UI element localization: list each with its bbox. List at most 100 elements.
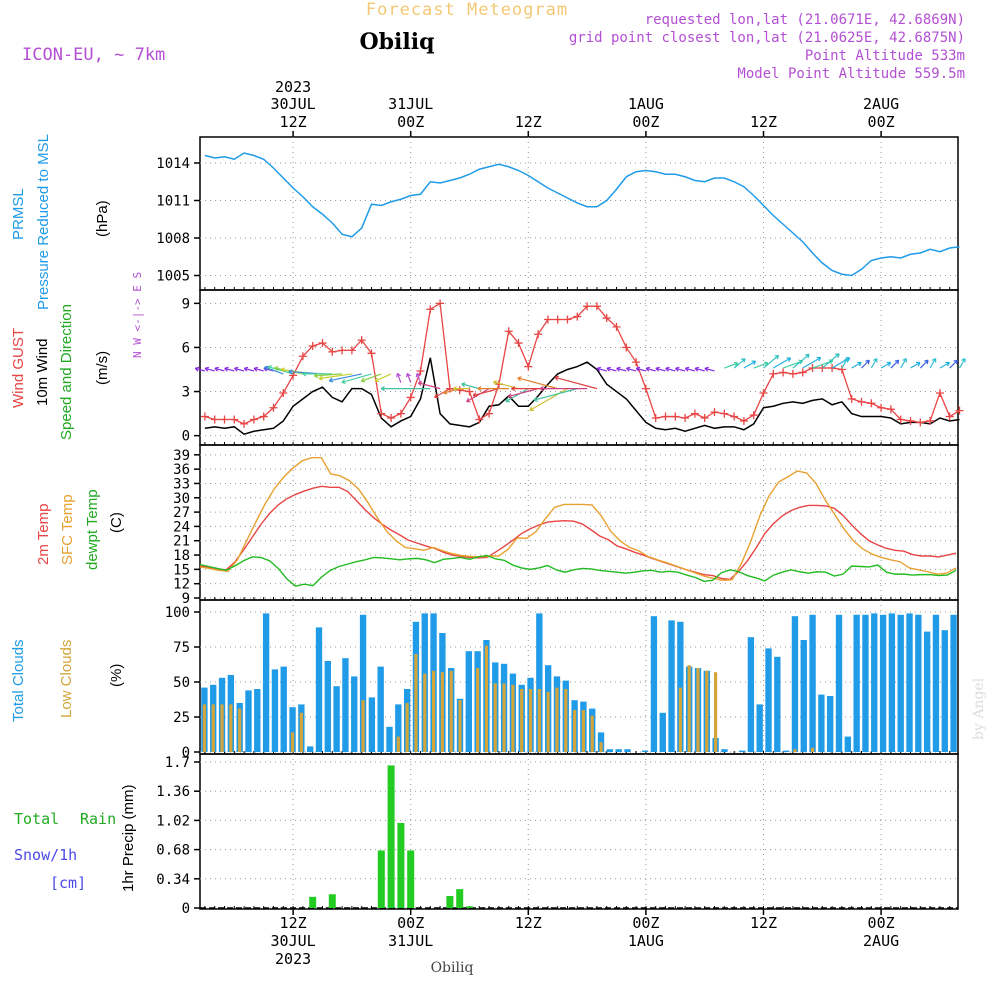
gust-marker: [720, 409, 729, 418]
low-cloud-bar: [564, 689, 568, 752]
wind-arrow-head: [805, 353, 810, 359]
wind-arrow: [267, 366, 294, 375]
gust-marker: [514, 339, 523, 348]
low-cloud-bar: [555, 687, 559, 752]
wind-arrow-head: [267, 365, 273, 371]
low-cloud-bar: [546, 691, 550, 752]
total-cloud-bar: [871, 613, 878, 752]
wind-arrow-head: [280, 367, 285, 373]
temp-unit: (C): [108, 512, 125, 533]
wind-arrow: [361, 373, 382, 382]
total-cloud-bar: [879, 614, 887, 752]
dewpt-label: dewpt Temp: [84, 489, 101, 570]
wind-arrow: [665, 367, 676, 372]
wind-arrow-head: [554, 375, 559, 381]
total-cloud-bar: [756, 704, 763, 752]
top-year-label: 2023: [275, 78, 311, 96]
gust-marker: [759, 389, 768, 398]
wind-arrow: [374, 373, 392, 382]
y-tick-label: 30: [173, 491, 190, 507]
wind-arrow-head: [845, 357, 851, 362]
top-date-label: 31JUL: [388, 95, 433, 113]
total-cloud-bar: [245, 690, 252, 752]
gust-marker: [867, 399, 876, 408]
low-cloud-bar: [361, 700, 365, 752]
gust-marker: [347, 346, 356, 355]
low-cloud-bar: [599, 742, 603, 752]
gust-marker: [249, 415, 258, 424]
gust-marker: [534, 330, 543, 339]
total-cloud-bar: [738, 750, 746, 752]
wind-arrow-head: [596, 366, 602, 372]
y-tick-label: 1.36: [156, 784, 190, 800]
wind-arrow: [529, 388, 568, 411]
total-cloud-bar: [641, 750, 649, 752]
wind-arrow: [596, 367, 607, 372]
gust-marker: [328, 347, 337, 356]
gust-marker: [700, 414, 709, 423]
gust-marker: [896, 415, 905, 424]
low-cloud-bar: [714, 672, 718, 752]
y-tick-label: 1011: [156, 194, 190, 210]
low-cloud-bar: [696, 668, 700, 752]
gust-marker: [279, 389, 288, 398]
total-cloud-bar: [932, 614, 940, 752]
low-cloud-bar: [449, 670, 453, 752]
pressure-label-1: PRMSL: [10, 188, 27, 240]
gust-marker: [406, 393, 415, 402]
wind-arrow-head: [328, 377, 334, 383]
low-cloud-bar: [458, 700, 462, 752]
model-altitude: Model Point Altitude 559.5m: [737, 66, 965, 82]
wind-arrow-head: [472, 392, 478, 398]
y-tick-label: 0: [182, 745, 190, 761]
rain-bar: [397, 822, 405, 908]
wind-arrow-head: [704, 366, 709, 372]
wind-arrow-head: [835, 353, 840, 358]
y-tick-label: 3: [182, 385, 190, 401]
wind-unit: (m/s): [94, 351, 111, 385]
y-tick-label: 0: [182, 901, 190, 917]
low-cloud-bar: [484, 645, 489, 752]
wind-arrow: [517, 377, 558, 390]
wind-arrow: [939, 362, 950, 369]
wind-arrow-head: [224, 366, 229, 372]
wind-arrow: [234, 367, 245, 372]
total-cloud-bar: [289, 707, 296, 752]
top-date-label: 2AUG: [863, 95, 899, 113]
gust-marker: [436, 299, 445, 308]
low-cloud-bar: [511, 684, 515, 752]
wind-arrow: [406, 373, 412, 383]
wind-direction-arrows: [194, 353, 966, 412]
low-clouds-label: Low Clouds: [58, 640, 75, 718]
wind-arrow-head: [529, 406, 534, 412]
total-cloud-bar: [377, 666, 384, 752]
wind-arrow-head: [539, 386, 544, 392]
total-cloud-bar: [782, 750, 790, 752]
pressure-unit: (hPa): [94, 200, 111, 237]
wind-arrow-head: [434, 393, 439, 399]
wind-arrow-head: [533, 396, 538, 402]
y-tick-label: 1008: [156, 231, 190, 247]
wind-arrow: [841, 358, 848, 369]
wind-arrow: [792, 353, 810, 369]
wind-arrow: [919, 359, 929, 369]
bottom-hour-label: 12Z: [280, 914, 307, 932]
wind-arrow-head: [415, 372, 421, 378]
top-hour-label: 00Z: [632, 113, 659, 131]
y-tick-label: 6: [182, 340, 190, 356]
gust-marker: [504, 327, 513, 336]
wind-arrow-head: [786, 357, 792, 362]
gust-marker: [788, 369, 797, 378]
gust-marker: [906, 416, 915, 425]
low-cloud-bar: [520, 689, 524, 752]
wind-arrow: [772, 357, 791, 369]
snow-label: Snow/1h: [14, 846, 77, 864]
wind-arrow-head: [274, 366, 279, 372]
wind-arrow: [958, 358, 966, 369]
y-tick-label: 24: [173, 519, 190, 535]
wind-arrow-head: [635, 366, 641, 372]
low-cloud-bar: [229, 704, 233, 752]
wind-compass: N W <-|-> E S: [131, 272, 144, 358]
low-cloud-bar: [220, 704, 224, 752]
